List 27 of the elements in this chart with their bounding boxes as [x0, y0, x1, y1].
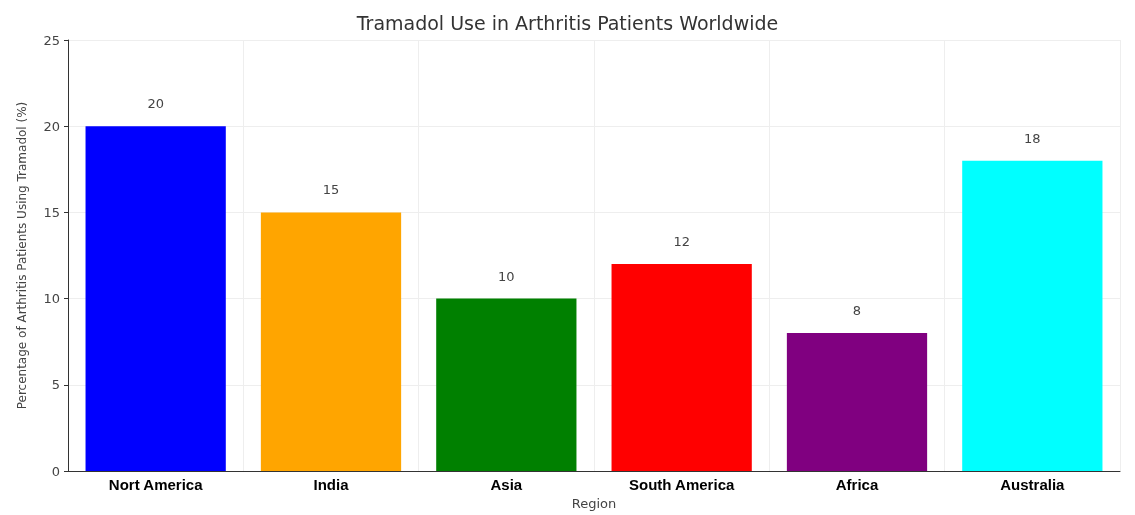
x-tick-label: India — [313, 476, 350, 493]
x-tick-label: Australia — [1000, 476, 1066, 493]
data-label: 12 — [673, 234, 690, 250]
bar — [962, 160, 1103, 471]
y-tick-label: 25 — [43, 32, 60, 48]
y-tick-label: 20 — [43, 118, 60, 134]
x-tick-label: Africa — [835, 476, 879, 493]
y-tick-label: 5 — [51, 377, 60, 393]
bar — [436, 298, 577, 471]
data-label: 18 — [1024, 130, 1041, 146]
x-tick-label: Nort America — [108, 476, 204, 493]
data-label: 15 — [322, 182, 340, 198]
bar — [786, 333, 928, 471]
chart-title: Tramadol Use in Arthritis Patients Worldwide — [355, 11, 779, 34]
y-tick-label: 0 — [51, 463, 60, 479]
x-axis-title: Region — [571, 496, 617, 511]
bar — [260, 212, 402, 471]
y-axis-title: Percentage of Arthritis Patients Using Tramadol (%) — [15, 101, 29, 410]
data-label: 20 — [147, 96, 164, 112]
y-tick-label: 10 — [43, 291, 60, 307]
x-tick-label: Asia — [490, 476, 523, 493]
bar — [85, 126, 226, 471]
data-label: 8 — [852, 303, 862, 319]
y-tick-label: 15 — [43, 204, 60, 220]
bar — [611, 264, 752, 471]
data-label: 10 — [498, 268, 515, 284]
x-tick-label: South America — [629, 476, 735, 493]
